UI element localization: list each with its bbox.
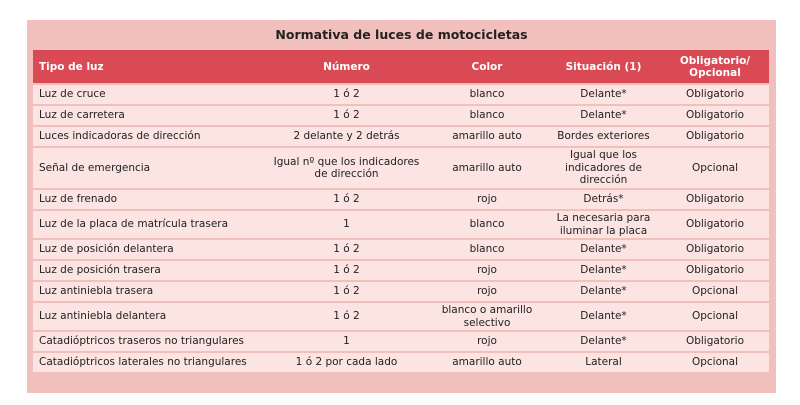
cell-numero: 1 xyxy=(265,209,428,239)
cell-obligatorio: Obligatorio xyxy=(661,330,769,352)
cell-situacion: Delante* xyxy=(546,259,661,281)
cell-tipo: Luces indicadoras de dirección xyxy=(33,125,265,147)
cell-numero: 1 ó 2 xyxy=(265,280,428,302)
cell-tipo: Luz de frenado xyxy=(33,188,265,210)
cell-numero: 1 ó 2 por cada lado xyxy=(265,351,428,372)
cell-color: blanco xyxy=(428,83,546,105)
cell-obligatorio: Opcional xyxy=(661,146,769,189)
cell-tipo: Luz antiniebla delantera xyxy=(33,301,265,331)
cell-numero: 1 ó 2 xyxy=(265,83,428,105)
table-row: Luz de cruce 1 ó 2 blanco Delante* Oblig… xyxy=(33,83,769,105)
cell-numero: 1 ó 2 xyxy=(265,188,428,210)
table-title: Normativa de luces de motocicletas xyxy=(275,27,528,42)
cell-numero: 1 ó 2 xyxy=(265,104,428,126)
table-row: Luces indicadoras de dirección 2 delante… xyxy=(33,125,769,147)
header-row: Tipo de luz Número Color Situación (1) O… xyxy=(33,50,769,84)
cell-numero: 2 delante y 2 detrás xyxy=(265,125,428,147)
table-row: Luz antiniebla delantera 1 ó 2 blanco o … xyxy=(33,301,769,331)
cell-tipo: Luz de cruce xyxy=(33,83,265,105)
cell-color: rojo xyxy=(428,330,546,352)
cell-obligatorio: Opcional xyxy=(661,351,769,372)
table-row: Catadióptricos laterales no triangulares… xyxy=(33,351,769,372)
cell-situacion: Igual que los indicadores de dirección xyxy=(546,146,661,189)
table-row: Catadióptricos traseros no triangulares … xyxy=(33,330,769,352)
cell-color: blanco xyxy=(428,209,546,239)
cell-tipo: Luz de posición delantera xyxy=(33,238,265,260)
cell-color: blanco xyxy=(428,104,546,126)
table-row: Señal de emergencia Igual nº que los ind… xyxy=(33,146,769,189)
cell-obligatorio: Obligatorio xyxy=(661,83,769,105)
cell-situacion: Detrás* xyxy=(546,188,661,210)
cell-numero: 1 xyxy=(265,330,428,352)
table-row: Luz de frenado 1 ó 2 rojo Detrás* Obliga… xyxy=(33,188,769,210)
cell-tipo: Señal de emergencia xyxy=(33,146,265,189)
cell-tipo: Luz de la placa de matrícula trasera xyxy=(33,209,265,239)
header-tipo: Tipo de luz xyxy=(33,50,265,84)
cell-obligatorio: Opcional xyxy=(661,301,769,331)
cell-numero: Igual nº que los indicadores de direcció… xyxy=(265,146,428,189)
cell-tipo: Luz de posición trasera xyxy=(33,259,265,281)
cell-color: rojo xyxy=(428,280,546,302)
cell-situacion: Delante* xyxy=(546,238,661,260)
cell-obligatorio: Obligatorio xyxy=(661,125,769,147)
cell-obligatorio: Obligatorio xyxy=(661,259,769,281)
cell-tipo: Catadióptricos laterales no triangulares xyxy=(33,351,265,372)
cell-situacion: Lateral xyxy=(546,351,661,372)
cell-numero: 1 ó 2 xyxy=(265,238,428,260)
cell-tipo: Luz antiniebla trasera xyxy=(33,280,265,302)
cell-color: blanco o amarillo selectivo xyxy=(428,301,546,331)
cell-tipo: Catadióptricos traseros no triangulares xyxy=(33,330,265,352)
table-row: Luz de posición delantera 1 ó 2 blanco D… xyxy=(33,238,769,260)
cell-color: amarillo auto xyxy=(428,125,546,147)
cell-numero: 1 ó 2 xyxy=(265,301,428,331)
cell-color: blanco xyxy=(428,238,546,260)
cell-obligatorio: Obligatorio xyxy=(661,104,769,126)
table-row: Luz de la placa de matrícula trasera 1 b… xyxy=(33,209,769,239)
cell-situacion: Delante* xyxy=(546,83,661,105)
cell-numero: 1 ó 2 xyxy=(265,259,428,281)
table-row: Luz de carretera 1 ó 2 blanco Delante* O… xyxy=(33,104,769,126)
cell-situacion: Delante* xyxy=(546,301,661,331)
cell-situacion: La necesaria para iluminar la placa xyxy=(546,209,661,239)
cell-situacion: Delante* xyxy=(546,104,661,126)
table-panel: Normativa de luces de motocicletas Tipo … xyxy=(27,20,776,393)
header-obligatorio: Obligatorio/ Opcional xyxy=(661,50,769,84)
header-numero: Número xyxy=(265,50,428,84)
cell-situacion: Bordes exteriores xyxy=(546,125,661,147)
cell-color: amarillo auto xyxy=(428,351,546,372)
cell-color: rojo xyxy=(428,259,546,281)
cell-situacion: Delante* xyxy=(546,330,661,352)
table-row: Luz antiniebla trasera 1 ó 2 rojo Delant… xyxy=(33,280,769,302)
cell-obligatorio: Opcional xyxy=(661,280,769,302)
cell-color: amarillo auto xyxy=(428,146,546,189)
header-situacion: Situación (1) xyxy=(546,50,661,84)
cell-tipo: Luz de carretera xyxy=(33,104,265,126)
cell-color: rojo xyxy=(428,188,546,210)
table-row: Luz de posición trasera 1 ó 2 rojo Delan… xyxy=(33,259,769,281)
cell-situacion: Delante* xyxy=(546,280,661,302)
header-color: Color xyxy=(428,50,546,84)
lights-table: Tipo de luz Número Color Situación (1) O… xyxy=(33,50,769,372)
cell-obligatorio: Obligatorio xyxy=(661,238,769,260)
cell-obligatorio: Obligatorio xyxy=(661,188,769,210)
cell-obligatorio: Obligatorio xyxy=(661,209,769,239)
